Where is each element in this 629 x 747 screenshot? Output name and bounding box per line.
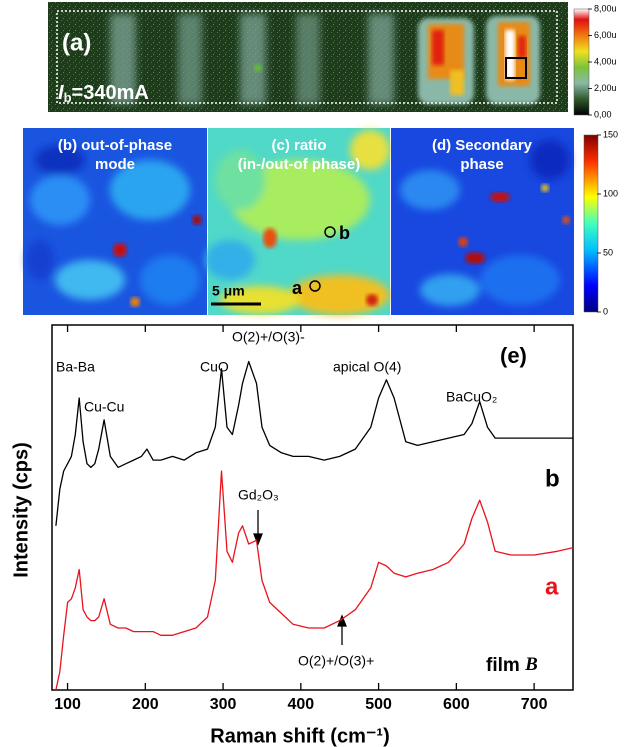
colorbar-label: 0 [603, 306, 608, 316]
peak-annotation: apical O(4) [333, 359, 401, 375]
panel-label: (e) [500, 343, 527, 368]
plot-frame [52, 325, 573, 690]
panel-a: (a) Ib=340mA [48, 2, 589, 115]
series-label: a [545, 573, 559, 600]
colorbar-label: 4,00u [594, 56, 617, 66]
spectrum-line [56, 362, 573, 526]
x-tick-label: 400 [287, 696, 314, 713]
colorbar-label: 150 [603, 129, 618, 139]
colorbar-label: 50 [603, 247, 613, 257]
film-label: film B [486, 654, 538, 676]
peak-annotation: O(2)+/O(3)- [232, 329, 305, 345]
film-symbol: B [524, 654, 538, 675]
colorbar-a [574, 9, 589, 115]
current-sub: b [64, 90, 72, 105]
panel-label: (in-/out-of phase) [238, 156, 360, 173]
panel-label: (a) [62, 29, 91, 56]
panel-b: (b) out-of-phase mode [23, 128, 207, 315]
peak-annotation: Cu-Cu [84, 399, 124, 415]
film-text: film [486, 655, 520, 676]
colorbar-d [584, 135, 598, 312]
peak-annotation: BaCuO₂ [446, 389, 497, 405]
panel-label: (d) Secondary [432, 137, 533, 154]
panel-d: (d) Secondary phase [391, 128, 598, 315]
peak-annotation: Ba-Ba [56, 359, 95, 375]
panel-c: (c) ratio (in-/out-of phase) a b 5 μm [205, 128, 390, 315]
x-tick-label: 200 [132, 696, 159, 713]
colorbar-label: 2,00u [594, 83, 617, 93]
x-axis-label: Raman shift (cm⁻¹) [210, 725, 389, 747]
panel-label: mode [95, 156, 135, 173]
colorbar-label: 6,00u [594, 30, 617, 40]
peak-annotation: O(2)+/O(3)+ [298, 653, 374, 669]
current-value: =340mA [72, 82, 149, 104]
x-tick-label: 500 [365, 696, 392, 713]
point-label: a [292, 278, 303, 298]
x-tick-label: 100 [54, 696, 81, 713]
panel-label: (c) ratio [271, 137, 326, 154]
series-label: b [545, 465, 560, 492]
y-axis-label: Intensity (cps) [10, 442, 32, 578]
figure: (a) Ib=340mA (b) out-of-phase mode (c) r… [0, 0, 629, 747]
x-tick-label: 700 [521, 696, 548, 713]
panel-label: phase [460, 156, 503, 173]
panel-label: (b) out-of-phase [58, 137, 172, 154]
x-tick-label: 600 [443, 696, 470, 713]
colorbar-label: 100 [603, 188, 618, 198]
x-tick-label: 300 [210, 696, 237, 713]
colorbar-label: 8,00u [594, 3, 617, 13]
peak-annotation: CuO [200, 359, 229, 375]
point-label: b [339, 223, 350, 243]
peak-annotation: Gd₂O₃ [238, 487, 279, 503]
scale-bar-label: 5 μm [212, 283, 245, 299]
colorbar-label: 0,00 [594, 109, 612, 119]
current-label: Ib=340mA [58, 82, 149, 105]
page: {"panels": { "a": {"label": "(a)", "curr… [0, 0, 629, 747]
